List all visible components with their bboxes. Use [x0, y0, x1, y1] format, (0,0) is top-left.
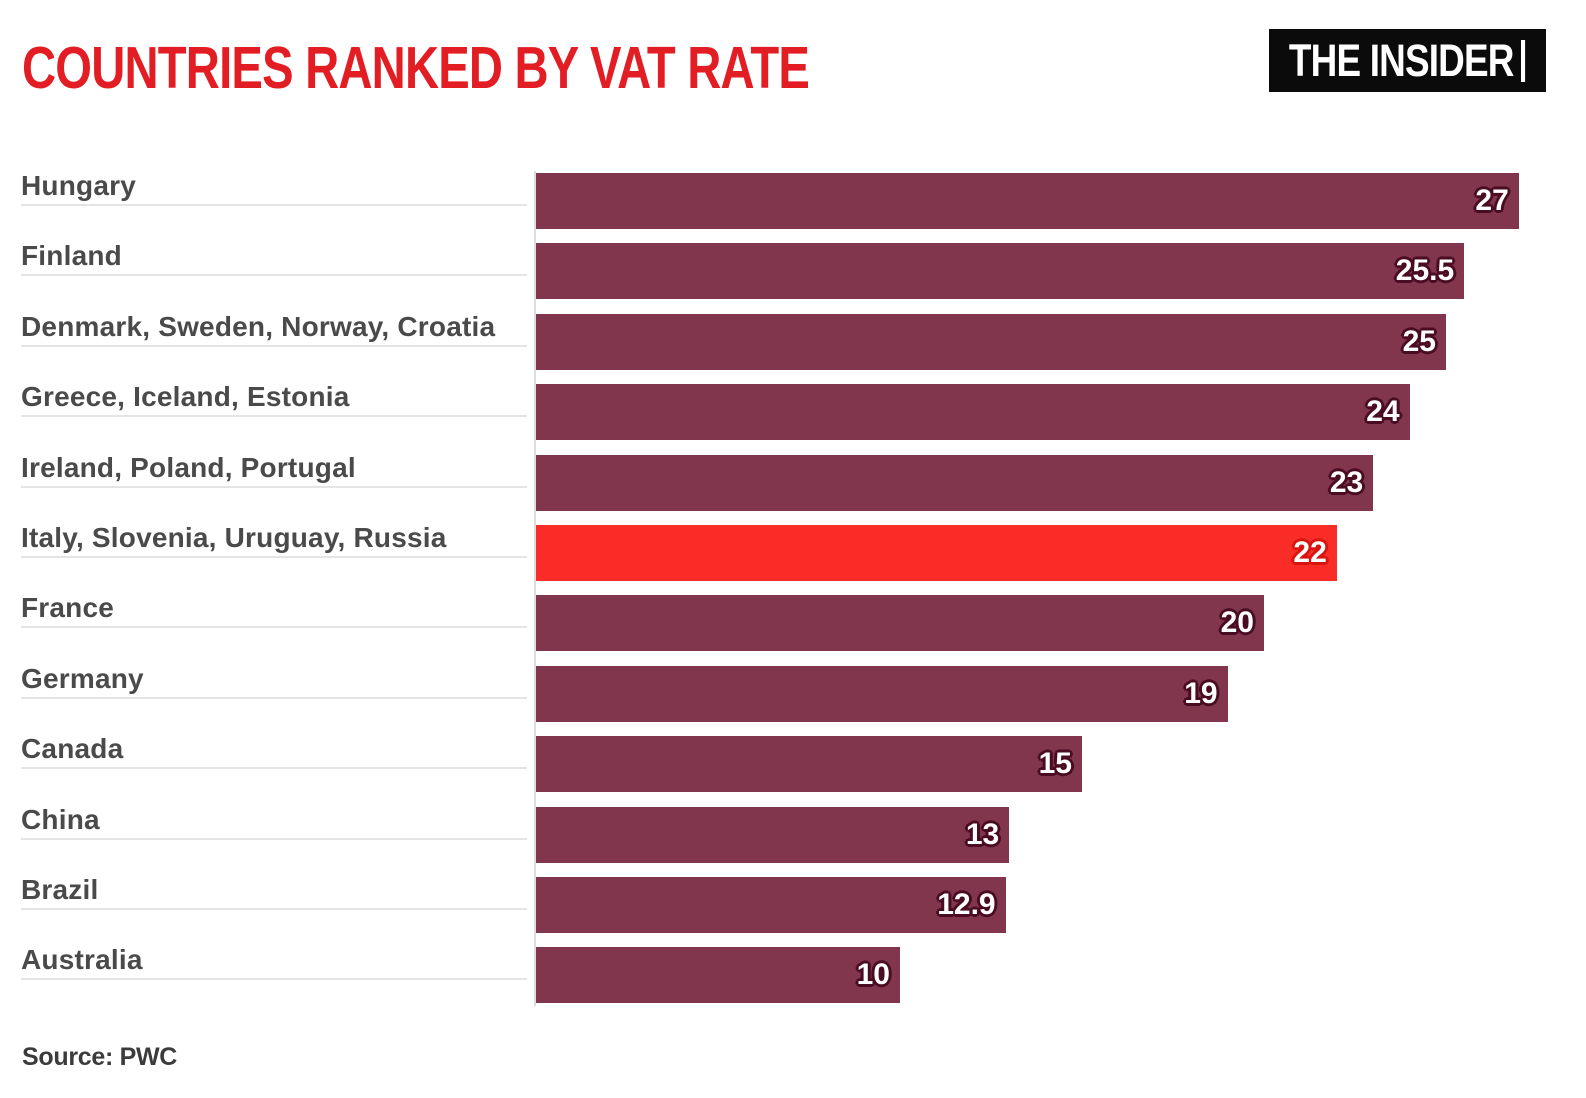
bar-value-label: 25 — [1402, 324, 1436, 358]
row-label-underline: China — [21, 803, 527, 840]
chart-row: Germany 19 — [0, 662, 1586, 736]
row-label: Italy, Slovenia, Uruguay, Russia — [21, 521, 447, 553]
bar: 27 — [536, 173, 1519, 229]
row-label-underline: Italy, Slovenia, Uruguay, Russia — [21, 521, 527, 558]
chart-row: France 20 — [0, 592, 1586, 665]
row-label: Ireland, Poland, Portugal — [21, 451, 356, 483]
row-label-underline: Brazil — [21, 873, 527, 910]
bar-value-label: 25.5 — [1395, 254, 1455, 288]
bar: 25 — [536, 313, 1446, 370]
row-label-underline: Australia — [21, 944, 527, 981]
bar: 20 — [536, 595, 1264, 652]
chart-row: China 13 — [0, 803, 1586, 877]
row-label: Denmark, Sweden, Norway, Croatia — [21, 310, 496, 342]
row-label-underline: Greece, Iceland, Estonia — [21, 381, 527, 418]
bar: 12.9 — [536, 876, 1006, 933]
row-label-underline: Finland — [21, 240, 527, 277]
chart-row: Brazil 12.9 — [0, 873, 1586, 947]
bar-value-label: 27 — [1475, 184, 1509, 217]
row-label: Germany — [21, 662, 144, 694]
bar-value-label: 22 — [1293, 535, 1327, 569]
bar: 13 — [536, 806, 1010, 863]
bar: 19 — [536, 665, 1228, 722]
bar: 24 — [536, 384, 1410, 441]
chart-row: Canada 15 — [0, 733, 1586, 806]
bar-value-label: 12.9 — [937, 887, 996, 921]
chart-row: Denmark, Sweden, Norway, Croatia 25 — [0, 310, 1586, 384]
row-label: Australia — [21, 944, 143, 976]
bar: 15 — [536, 736, 1082, 793]
row-label-underline: Ireland, Poland, Portugal — [21, 451, 527, 488]
bar-value-label: 10 — [856, 958, 890, 992]
row-label: Brazil — [21, 873, 99, 905]
bar: 23 — [536, 454, 1374, 511]
chart-row: Ireland, Poland, Portugal 23 — [0, 451, 1586, 525]
chart-row: Italy, Slovenia, Uruguay, Russia 22 — [0, 521, 1586, 595]
row-label-underline: France — [21, 592, 527, 629]
chart-row: Greece, Iceland, Estonia 24 — [0, 381, 1586, 454]
the-insider-logo: THE INSIDER — [1269, 29, 1546, 92]
row-label: Canada — [21, 733, 124, 765]
row-label: France — [21, 592, 115, 624]
row-label-underline: Canada — [21, 733, 527, 770]
bar: 22 — [536, 524, 1337, 581]
chart-row: Hungary 27 — [0, 170, 1586, 243]
logo-wordmark: THE INSIDER — [1289, 35, 1515, 86]
bar-value-label: 20 — [1220, 606, 1254, 640]
bar: 10 — [536, 947, 900, 1004]
row-label-underline: Germany — [21, 662, 527, 699]
vat-rate-bar-chart: Hungary 27 Finland 25.5 Denmark, Sweden,… — [0, 170, 1586, 1007]
row-label: Finland — [21, 240, 122, 272]
bar-value-label: 23 — [1329, 465, 1364, 499]
bar: 25.5 — [536, 243, 1465, 300]
row-label: China — [21, 803, 100, 835]
bar-value-label: 15 — [1038, 747, 1072, 781]
chart-row: Australia 10 — [0, 944, 1586, 1017]
row-label-underline: Hungary — [21, 170, 527, 206]
logo-cursor-bar-icon — [1521, 39, 1526, 82]
chart-row: Finland 25.5 — [0, 240, 1586, 313]
y-axis-line — [534, 171, 536, 1006]
source-note: Source: PWC — [22, 1043, 178, 1071]
row-label: Greece, Iceland, Estonia — [21, 381, 350, 413]
logo-inner: THE INSIDER — [1289, 35, 1526, 86]
bar-value-label: 13 — [965, 817, 1000, 851]
bar-value-label: 24 — [1366, 395, 1400, 429]
bar-value-label: 19 — [1184, 676, 1218, 710]
page-title: COUNTRIES RANKED BY VAT RATE — [22, 35, 810, 101]
row-label-underline: Denmark, Sweden, Norway, Croatia — [21, 310, 527, 347]
row-label: Hungary — [21, 170, 136, 201]
